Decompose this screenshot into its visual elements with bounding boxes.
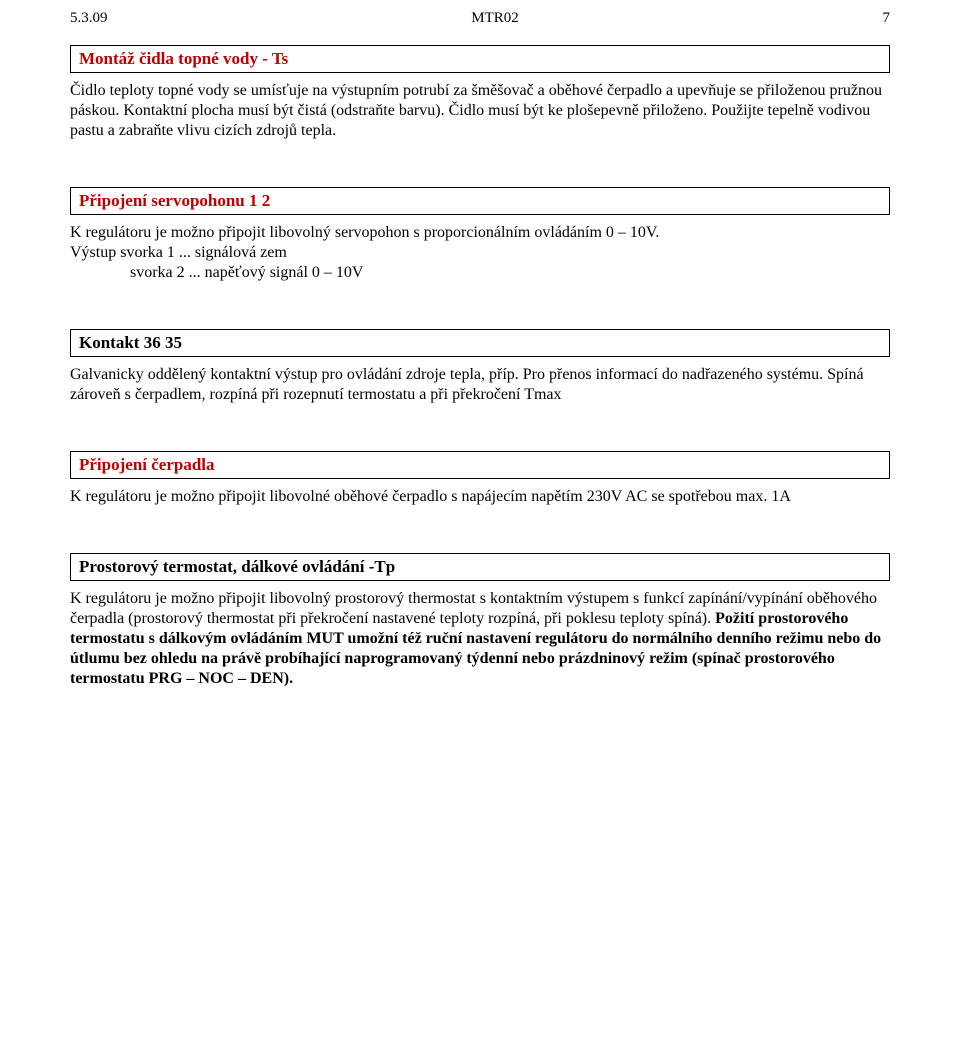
- page-header: 5.3.09 MTR02 7: [70, 10, 890, 27]
- para-servopohon-3: svorka 2 ... napěťový signál 0 – 10V: [130, 263, 890, 283]
- section-box-montaz-cidla: Montáž čidla topné vody - Ts: [70, 45, 890, 73]
- para-termostat: K regulátoru je možno připojit libovolný…: [70, 589, 890, 689]
- section-box-servopohon: Připojení servopohonu 1 2: [70, 187, 890, 215]
- para-cerpadlo: K regulátoru je možno připojit libovolné…: [70, 487, 890, 507]
- header-right: 7: [882, 10, 890, 27]
- section-box-termostat: Prostorový termostat, dálkové ovládání -…: [70, 553, 890, 581]
- para-servopohon-2: Výstup svorka 1 ... signálová zem: [70, 243, 890, 263]
- section-title-servopohon: Připojení servopohonu 1 2: [79, 191, 270, 210]
- para-kontakt: Galvanicky oddělený kontaktní výstup pro…: [70, 365, 890, 405]
- header-center: MTR02: [471, 10, 519, 27]
- para-montaz-cidla: Čidlo teploty topné vody se umísťuje na …: [70, 81, 890, 141]
- para-servopohon-1: K regulátoru je možno připojit libovolný…: [70, 223, 890, 243]
- section-title-cerpadlo: Připojení čerpadla: [79, 455, 215, 474]
- section-title-montaz-cidla: Montáž čidla topné vody - Ts: [79, 49, 288, 68]
- section-box-cerpadlo: Připojení čerpadla: [70, 451, 890, 479]
- section-title-kontakt: Kontakt 36 35: [79, 333, 182, 352]
- section-title-termostat: Prostorový termostat, dálkové ovládání -…: [79, 557, 395, 576]
- header-left: 5.3.09: [70, 10, 108, 27]
- section-box-kontakt: Kontakt 36 35: [70, 329, 890, 357]
